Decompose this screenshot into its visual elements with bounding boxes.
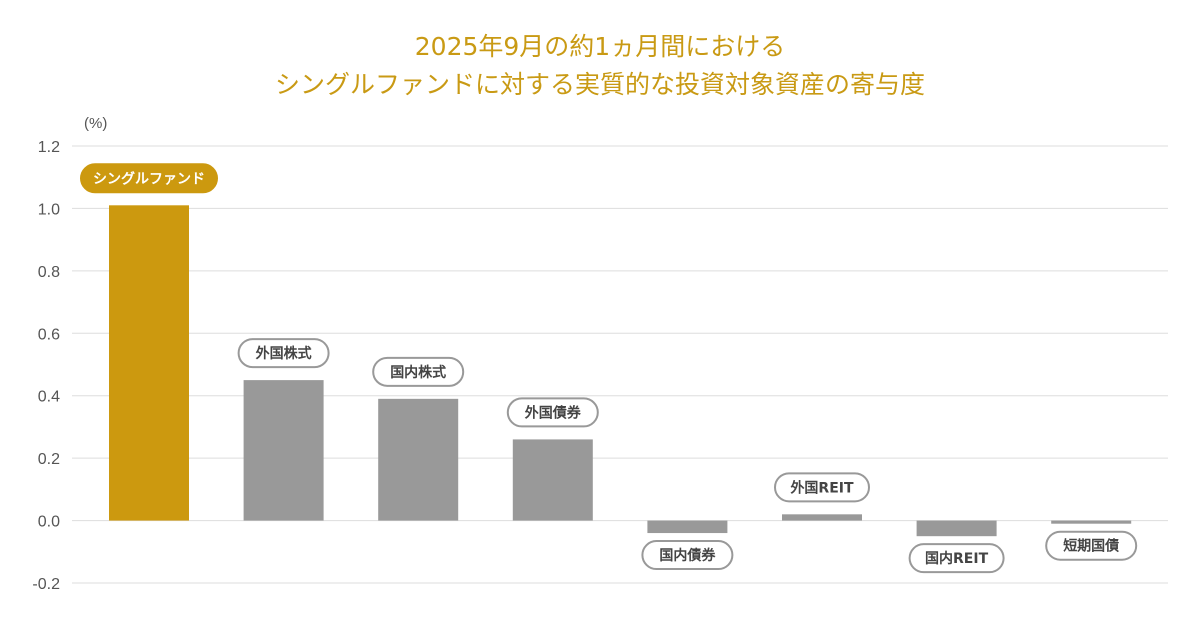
- y-tick-label: 0.8: [38, 264, 60, 281]
- category-label: 国内債券: [659, 547, 716, 564]
- y-tick-label: -0.2: [32, 576, 60, 593]
- bar-1: [109, 205, 189, 521]
- category-label: 国内REIT: [925, 550, 989, 567]
- category-label-pill: [641, 540, 734, 571]
- bar-5: [647, 520, 728, 534]
- category-label: 外国株式: [256, 345, 312, 362]
- y-tick-label: 1.2: [38, 139, 60, 156]
- y-tick-label: 0.6: [38, 326, 60, 343]
- category-label-pill: [372, 356, 465, 387]
- chart-title: 2025年9月の約1ヵ月間における シングルファンドに対する実質的な投資対象資産…: [0, 28, 1200, 104]
- category-label-pill: [774, 472, 870, 503]
- category-label-pill: [80, 163, 218, 194]
- category-label: シングルファンド: [93, 170, 205, 187]
- category-label: 国内株式: [390, 364, 446, 381]
- bar-2: [243, 380, 324, 521]
- category-label-pill: [506, 397, 599, 428]
- y-tick-label: 0.2: [38, 451, 60, 468]
- bar-7: [916, 520, 997, 537]
- bar-8: [1051, 520, 1132, 524]
- category-label: 外国債券: [525, 404, 582, 421]
- bar-3: [378, 398, 459, 521]
- y-tick-label: 0.0: [38, 514, 60, 531]
- chart-title-line-1: 2025年9月の約1ヵ月間における: [414, 32, 786, 61]
- bar-4: [512, 439, 593, 521]
- y-axis-unit: (%): [84, 115, 107, 132]
- category-label: 外国REIT: [790, 479, 854, 496]
- y-tick-label: 0.4: [38, 389, 60, 406]
- category-label: 短期国債: [1063, 538, 1119, 555]
- y-tick-label: 1.0: [38, 201, 60, 218]
- category-label-pill: [237, 338, 330, 369]
- bar-6: [782, 514, 862, 521]
- category-label-pill: [908, 543, 1005, 574]
- chart-title-line-2: シングルファンドに対する実質的な投資対象資産の寄与度: [274, 70, 925, 99]
- category-label-pill: [1045, 530, 1138, 561]
